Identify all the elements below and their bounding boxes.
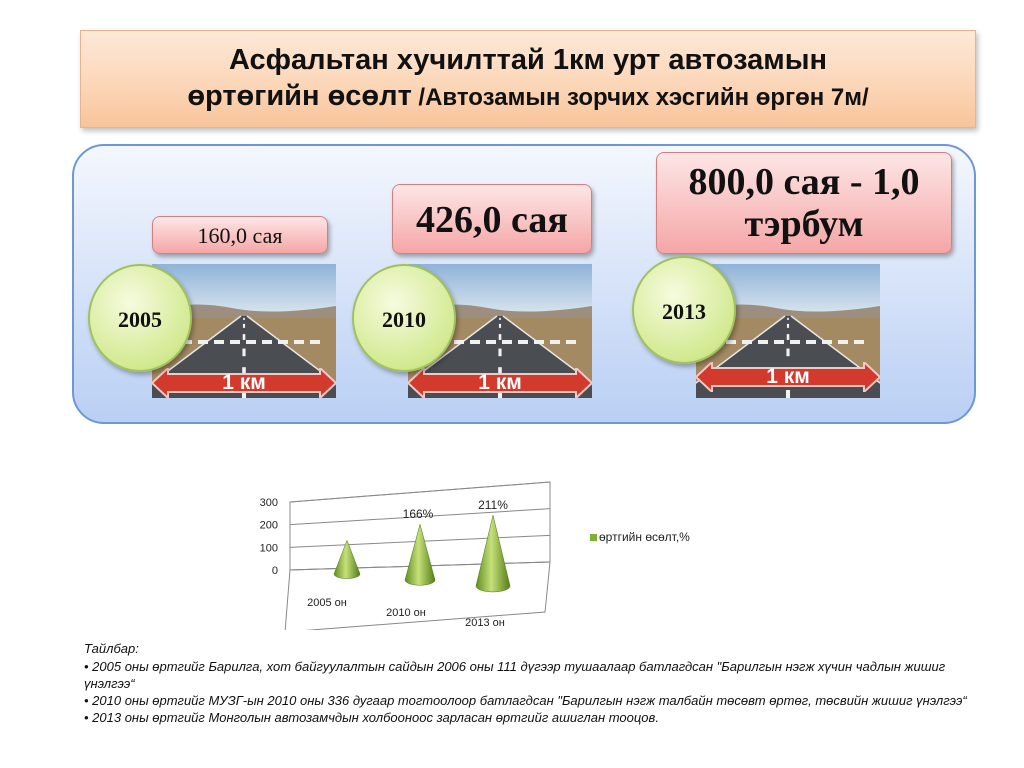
chart-legend: өртгийн өсөлт,% — [590, 530, 690, 544]
note-item: • 2005 оны өртгийг Барилга, хот байгуула… — [84, 659, 946, 691]
chart-cone — [475, 515, 511, 593]
chart-cone — [404, 523, 436, 586]
distance-arrow-2013: 1 км — [694, 359, 882, 395]
chart-cone — [333, 539, 361, 579]
title-main: өртөгийн өсөлт — [187, 80, 412, 112]
distance-label: 1 км — [222, 371, 266, 394]
year-circle-2005: 2005 — [88, 264, 192, 372]
cost-2013-line-1: 800,0 сая - 1,0 — [688, 161, 920, 203]
distance-arrow-2005: 1 км — [150, 365, 338, 401]
notes: Тайлбар: • 2005 оны өртгийг Барилга, хот… — [84, 640, 984, 726]
cost-2013-line-2: тэрбум — [744, 203, 864, 245]
title-banner: Асфальтан хучилттай 1км урт автозамын өр… — [80, 30, 976, 128]
chart-gridline — [289, 481, 551, 503]
data-label: 211% — [478, 498, 508, 512]
x-tick-label: 2013 он — [465, 617, 505, 629]
title-sub: /Автозамын зорчих хэсгийн өргөн 7м/ — [411, 84, 869, 111]
note-item: • 2013 оны өртгийг Монголын автозамчдын … — [84, 710, 659, 725]
title-line-2: өртөгийн өсөлт /Автозамын зорчих хэсгийн… — [81, 77, 975, 117]
chart-gridline — [289, 508, 551, 526]
y-tick-label: 0 — [272, 565, 278, 577]
notes-title: Тайлбар: — [84, 641, 139, 656]
title-line-1: Асфальтан хучилттай 1км урт автозамын — [228, 44, 828, 76]
cost-box-2013: 800,0 сая - 1,0 тэрбум — [656, 152, 952, 254]
year-circle-2013: 2013 — [632, 256, 736, 364]
distance-arrow-2010: 1 км — [406, 365, 594, 401]
distance-label: 1 км — [478, 371, 522, 394]
x-tick-label: 2005 он — [307, 597, 347, 609]
cost-box-2005: 160,0 сая — [152, 216, 328, 254]
cost-box-2010: 426,0 сая — [392, 184, 592, 254]
legend-label: өртгийн өсөлт,% — [599, 530, 690, 544]
legend-swatch — [590, 534, 597, 542]
y-tick-label: 300 — [260, 497, 278, 509]
y-tick-label: 200 — [260, 520, 278, 532]
distance-label: 1 км — [766, 365, 810, 388]
year-circle-2010: 2010 — [352, 264, 456, 372]
data-label: 166% — [403, 507, 434, 521]
note-item: • 2010 оны өртгийг МУЗГ-ын 2010 оны 336 … — [84, 693, 967, 708]
y-tick-label: 100 — [260, 542, 278, 554]
x-tick-label: 2010 он — [386, 607, 426, 619]
cost-growth-chart: 0 100 200 300 2005 он 166% 2010 он 211% 2013 он — [260, 481, 551, 630]
